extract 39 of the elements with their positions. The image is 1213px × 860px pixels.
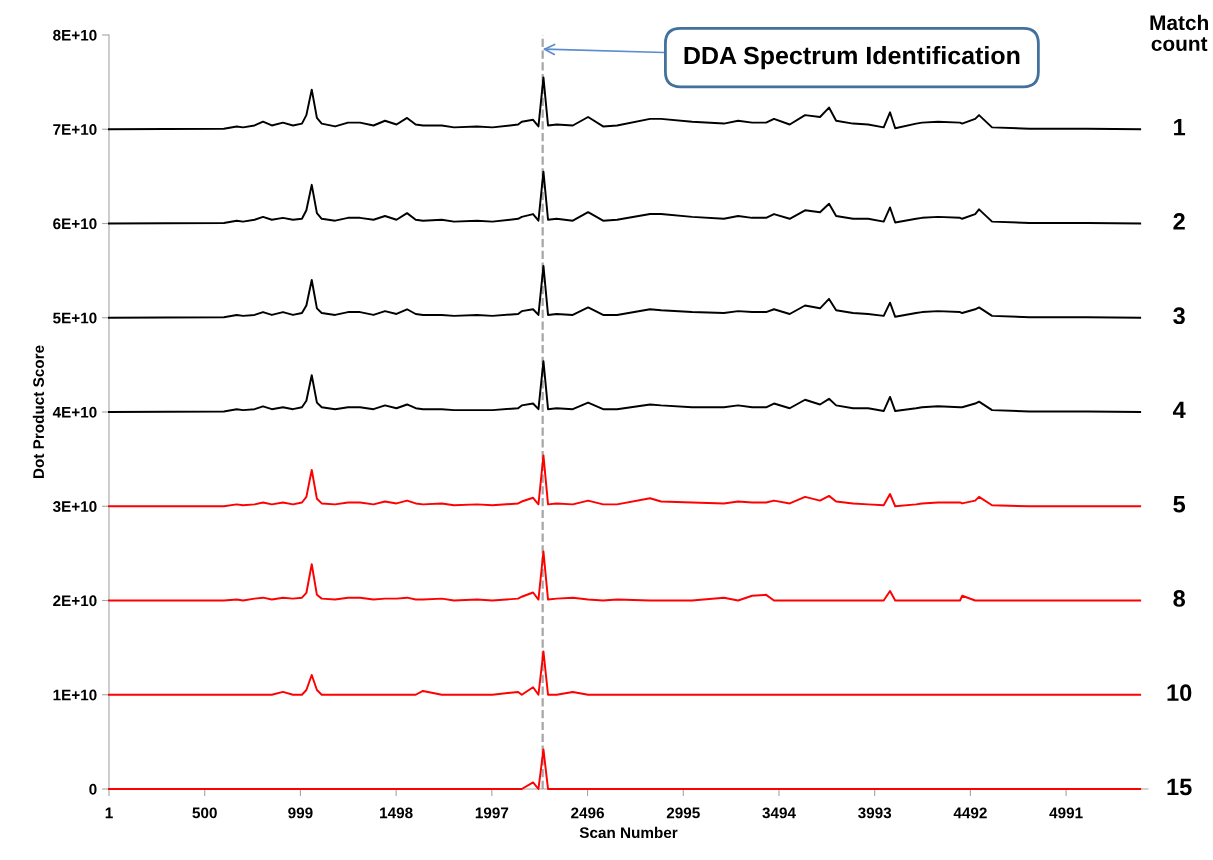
series-label: 2	[1173, 213, 1185, 230]
line-series	[108, 76, 1142, 131]
y-tick-label: 3E+10	[52, 501, 97, 512]
x-tick-label: 1	[105, 807, 113, 819]
x-tick-label: 4492	[953, 807, 987, 819]
y-tick-label: 4E+10	[52, 406, 97, 418]
line-series	[108, 264, 1142, 319]
y-tick-label: 2E+10	[53, 595, 97, 607]
series-label: 15	[1167, 778, 1192, 796]
y-tick-label: 1E+10	[53, 689, 97, 701]
line-series	[108, 454, 1142, 508]
x-tick-label: 3494	[762, 807, 796, 819]
line-series	[108, 360, 1142, 413]
x-axis-title: Scan Number	[579, 826, 678, 839]
x-tick-label: 500	[192, 807, 217, 819]
x-tick-label: 2995	[666, 807, 700, 819]
series-label: 1	[1174, 119, 1186, 136]
y-tick-label: 8E+10	[53, 29, 97, 41]
y-tick-label: 7E+10	[53, 124, 97, 135]
line-series	[108, 550, 1142, 602]
text: Match count	[1150, 14, 1208, 52]
x-tick-label: 4991	[1049, 807, 1083, 819]
x-tick-label: 999	[288, 807, 313, 819]
y-tick-label: 5E+10	[53, 312, 97, 324]
y-tick-label: 6E+10	[53, 218, 97, 230]
annotation: DDA Spectrum Identification	[684, 45, 1020, 70]
series-label: 8	[1173, 590, 1186, 607]
x-tick-label: 1997	[475, 807, 509, 819]
series-label: 5	[1173, 496, 1186, 513]
line-series	[108, 170, 1142, 225]
series-label: 10	[1167, 684, 1192, 702]
x-tick-label: 3993	[858, 807, 892, 819]
line-series	[108, 650, 1142, 696]
y-tick-label: 0	[89, 783, 97, 795]
series-label: 4	[1172, 401, 1186, 419]
series-label: 3	[1173, 307, 1185, 325]
x-tick-label: 2496	[571, 807, 604, 819]
y-axis-title: Dot Product Score	[32, 345, 45, 479]
x-tick-label: 1498	[380, 807, 413, 819]
